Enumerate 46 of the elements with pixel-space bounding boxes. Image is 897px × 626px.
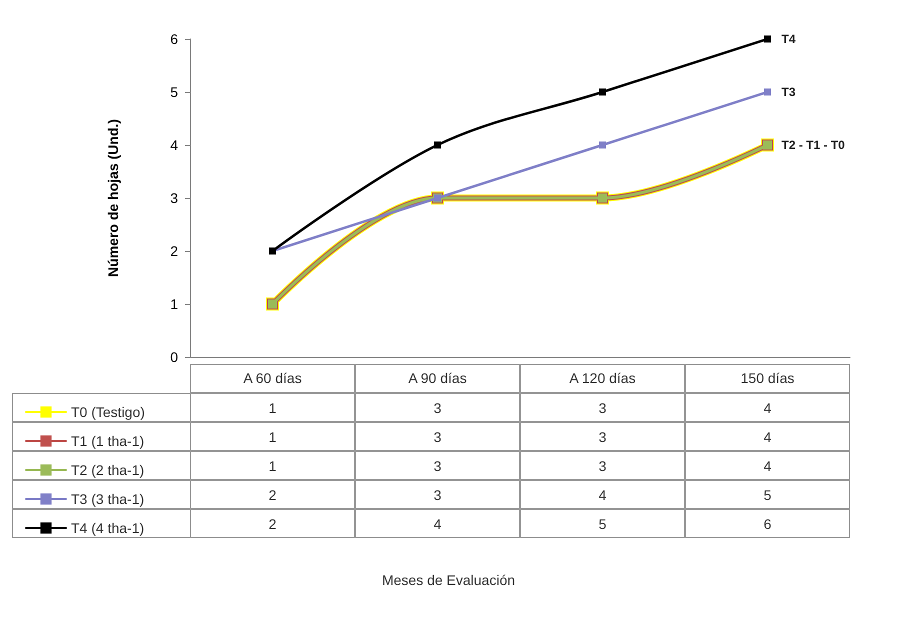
y-tick-label: 3 [170, 190, 178, 206]
data-label: 4 [355, 509, 520, 538]
x-tick-label: 150 días [740, 370, 794, 386]
data-label: 1 [190, 393, 355, 422]
x-tick-label: A 90 días [408, 370, 467, 386]
data-label: 3 [355, 451, 520, 480]
legend-label: T0 (Testigo) [71, 404, 145, 420]
data-label: 3 [520, 393, 685, 422]
data-label: 3 [355, 480, 520, 509]
data-label: 5 [520, 509, 685, 538]
point [764, 88, 771, 96]
y-tick-label: 5 [170, 84, 178, 100]
legend-label: T3 (3 tha-1) [71, 491, 144, 507]
y-tick-label: 0 [170, 349, 178, 365]
data-label: 2 [190, 480, 355, 509]
y-tick-label: 4 [170, 137, 178, 153]
data-label: 3 [355, 422, 520, 451]
y-tick-label: 1 [170, 296, 178, 312]
point [599, 88, 606, 96]
data-label: 5 [685, 480, 850, 509]
point [764, 36, 771, 42]
annotation: T3 [782, 85, 796, 99]
data-label: 3 [520, 451, 685, 480]
data-label: 6 [685, 509, 850, 538]
data-label: 4 [520, 480, 685, 509]
y-axis-title: Número de hojas (Und.) [105, 119, 121, 277]
x-tick-label: A 60 días [243, 370, 302, 386]
text: Meses de Evaluación [380, 572, 516, 588]
y-tick-label: 6 [170, 31, 178, 47]
point [599, 142, 606, 148]
data-label: 1 [190, 451, 355, 480]
data-label: 2 [190, 509, 355, 538]
legend-label: T1 (1 tha-1) [71, 433, 144, 449]
data-label: 4 [685, 393, 850, 422]
data-label: 3 [520, 422, 685, 451]
legend-label: T2 (2 tha-1) [71, 462, 144, 478]
data-label: 4 [685, 451, 850, 480]
data-label: 1 [190, 422, 355, 451]
y-tick-label: 2 [170, 243, 178, 259]
data-label: 4 [685, 422, 850, 451]
point [434, 142, 441, 148]
legend-label: T4 (4 tha-1) [71, 520, 144, 536]
data-label: 3 [355, 393, 520, 422]
x-tick-label: A 120 días [569, 370, 636, 386]
annotation: T2 - T1 - T0 [782, 138, 846, 152]
annotation: T4 [782, 32, 796, 46]
